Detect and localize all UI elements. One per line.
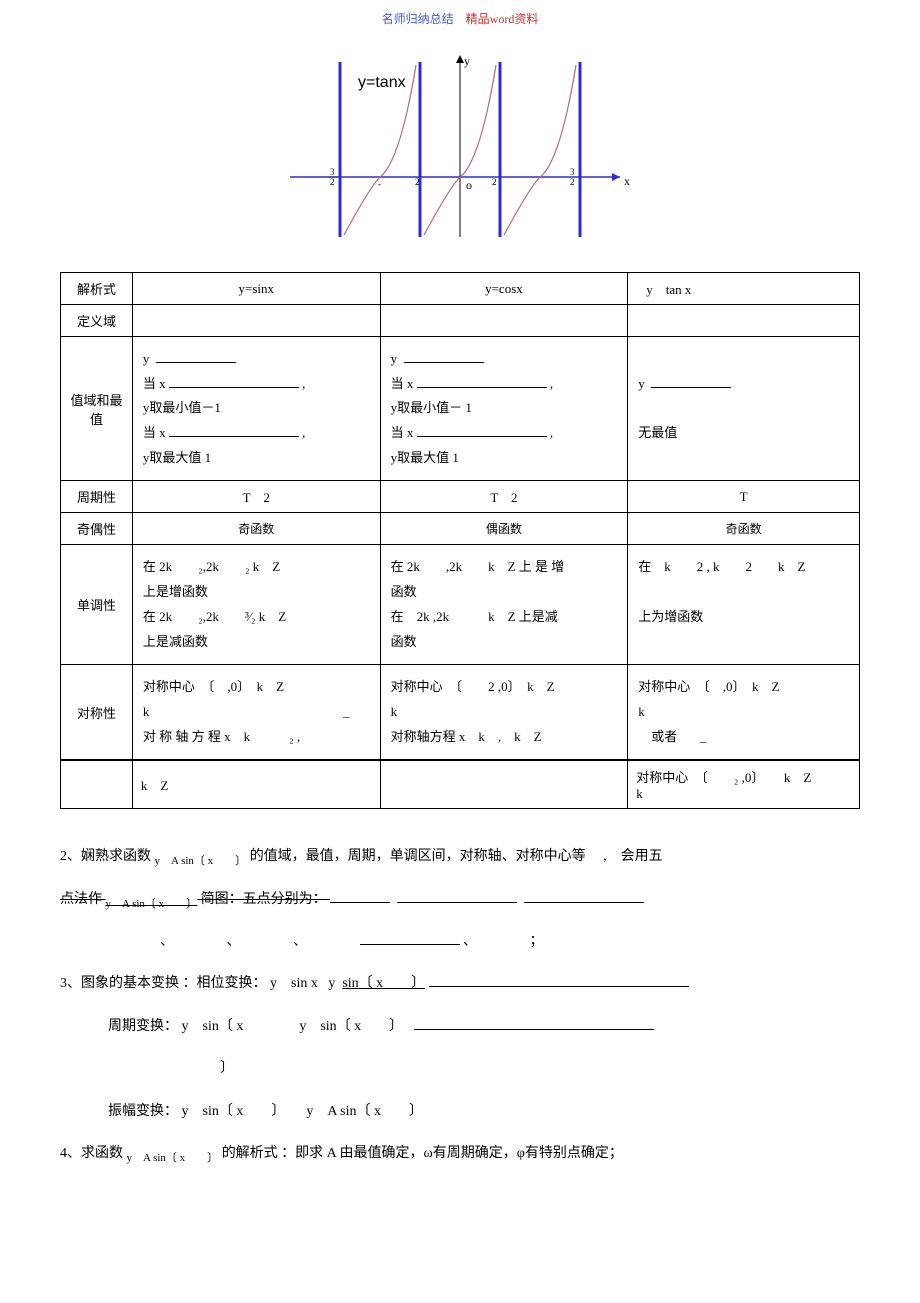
domain-tan — [628, 305, 860, 337]
period-sin: T 2 — [132, 481, 380, 513]
range-sin: y 当 x , y取最小值－1 当 x , y取最大值 1 — [132, 337, 380, 481]
row-domain-label: 定义域 — [61, 305, 133, 337]
svg-text:y: y — [464, 54, 470, 68]
paragraph-3-amp: 振幅变换： y sin〔 x 〕 y A sin〔 x 〕 — [60, 1094, 860, 1130]
range-tan: y 无最值 — [628, 337, 860, 481]
five-points-blanks: 、 、 、 、 ； — [60, 924, 860, 960]
svg-text:2: 2 — [492, 177, 497, 187]
row-mono-label: 单调性 — [61, 545, 133, 665]
svg-text:x: x — [624, 174, 630, 188]
paragraph-2: 2、娴熟求函数 y A sin〔 x 〕 的值域，最值，周期，单调区间，对称轴、… — [60, 839, 860, 875]
sym-tan: 对称中心 〔 ,0〕 k Z k 或者 _ — [628, 665, 860, 760]
parity-cos: 偶函数 — [380, 513, 628, 545]
header-red: 精品word资料 — [466, 12, 539, 26]
paragraph-4: 4、求函数 y A sin〔 x 〕 的解析式 ：即求 A 由最值确定，ω有周期… — [60, 1136, 860, 1172]
expr-sin: y=sinx — [132, 273, 380, 305]
body-content: 2、娴熟求函数 y A sin〔 x 〕 的值域，最值，周期，单调区间，对称轴、… — [60, 839, 860, 1172]
domain-cos — [380, 305, 628, 337]
svg-text:-: - — [378, 179, 381, 189]
paragraph-3-period: 周期变换： y sin〔 x y sin〔 x 〕 — [60, 1009, 860, 1045]
parity-tan: 奇函数 — [628, 513, 860, 545]
row-range-label: 值域和最值 — [61, 337, 133, 481]
properties-table: 解析式 y=sinx y=cosx y tan x 定义域 值域和最值 y 当 … — [60, 272, 860, 760]
expr-cos: y=cosx — [380, 273, 628, 305]
svg-text:2: 2 — [415, 177, 420, 187]
row-period-label: 周期性 — [61, 481, 133, 513]
row-parity-label: 奇偶性 — [61, 513, 133, 545]
period-tan: T — [628, 481, 860, 513]
mono-sin: 在 2k ₂,2k ₂ k Z 上是增函数 在 2k ₂,2k ³⁄₂ k Z … — [132, 545, 380, 665]
sym-cos: 对称中心 〔 2 ,0〕 k Z k 对称轴方程 x k , k Z — [380, 665, 628, 760]
overflow-left: k Z — [132, 761, 380, 809]
row-expr-label: 解析式 — [61, 273, 133, 305]
paragraph-3: 3、图象的基本变换 ：相位变换： y sin x y sin〔 x 〕 — [60, 966, 860, 1002]
svg-text:3: 3 — [330, 167, 335, 177]
table-overflow: k Z 对称中心 〔 ₂ ,0〕 k Z k — [60, 760, 860, 809]
mono-cos: 在 2k ,2k k Z 上 是 增 函数 在 2k ,2k k Z 上是减 函… — [380, 545, 628, 665]
svg-text:2: 2 — [570, 177, 575, 187]
svg-text:2: 2 — [330, 177, 335, 187]
expr-tan: y tan x — [628, 273, 860, 305]
graph-title: y=tanx — [358, 74, 406, 91]
row-sym-label: 对称性 — [61, 665, 133, 760]
tan-graph: y=tanx y o x 3 2 2 2 3 2 - — [60, 47, 860, 252]
svg-text:o: o — [466, 178, 472, 192]
range-cos: y 当 x , y取最小值－ 1 当 x , y取最大值 1 — [380, 337, 628, 481]
mono-tan: 在 k 2 , k 2 k Z 上为增函数 — [628, 545, 860, 665]
domain-sin — [132, 305, 380, 337]
header-blue: 名师归纳总结 — [382, 12, 454, 26]
paragraph-2-line2: 点法作 y A sin〔 x 〕 简图：五点分别为： — [60, 882, 860, 918]
period-cos: T 2 — [380, 481, 628, 513]
paragraph-3-brace: 〕 — [60, 1051, 860, 1087]
sym-sin: 对称中心 〔 ,0〕 k Z k _ 对 称 轴 方 程 x k ₂ , — [132, 665, 380, 760]
page-header: 名师归纳总结 精品word资料 — [60, 10, 860, 27]
overflow-right: 对称中心 〔 ₂ ,0〕 k Z k — [628, 761, 860, 809]
svg-text:3: 3 — [570, 167, 575, 177]
parity-sin: 奇函数 — [132, 513, 380, 545]
